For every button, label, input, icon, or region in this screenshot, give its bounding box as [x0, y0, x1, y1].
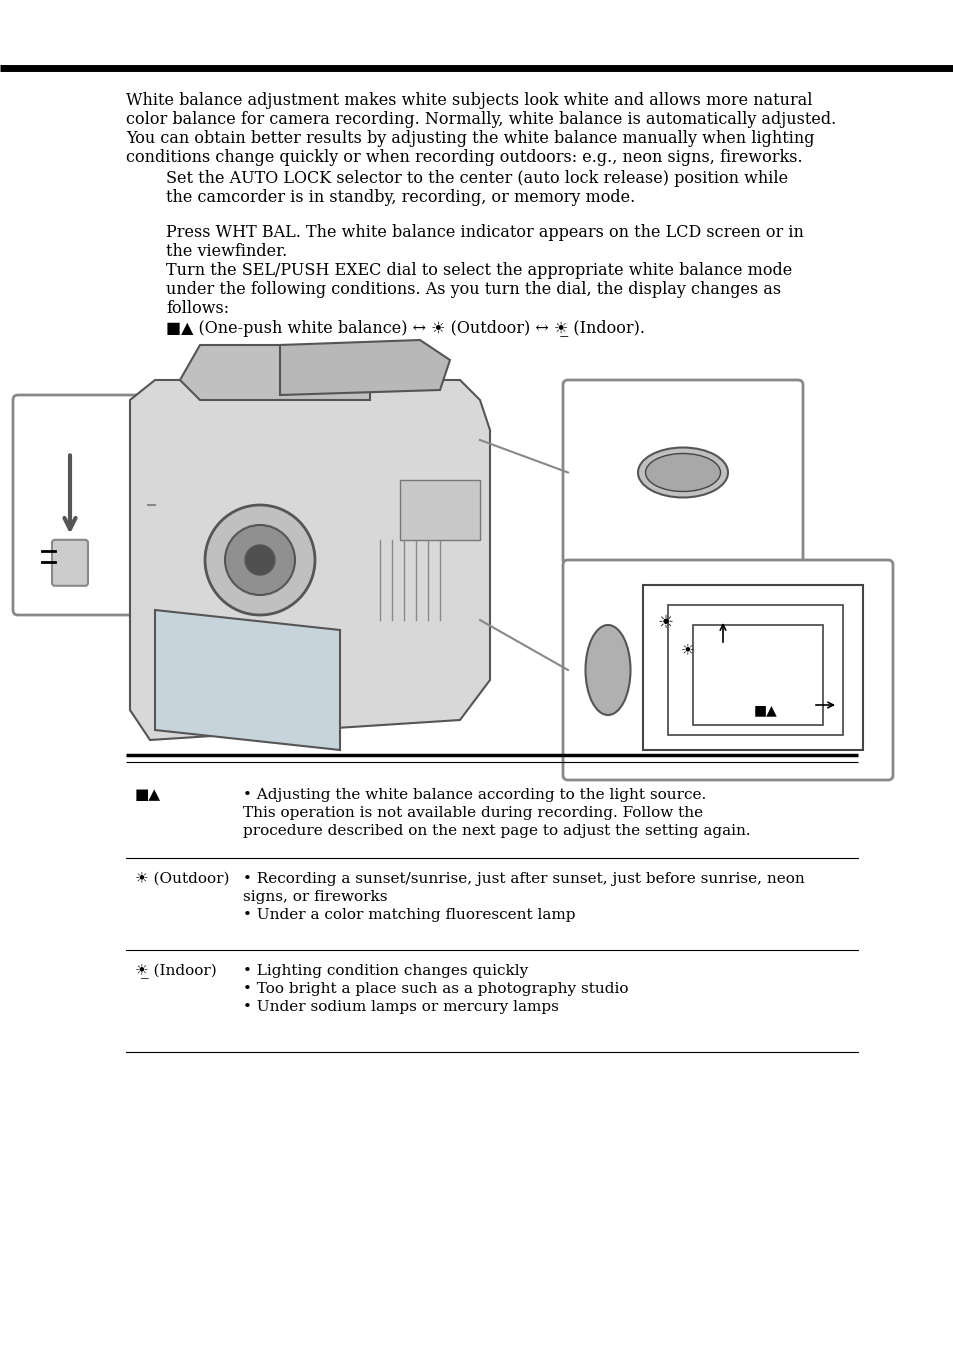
Text: conditions change quickly or when recording outdoors: e.g., neon signs, firework: conditions change quickly or when record… [126, 149, 801, 166]
Text: • Under a color matching fluorescent lamp: • Under a color matching fluorescent lam… [243, 909, 575, 922]
Polygon shape [154, 610, 339, 750]
Text: ■▲: ■▲ [753, 703, 777, 717]
FancyBboxPatch shape [52, 539, 88, 585]
Text: Set the AUTO LOCK selector to the center (auto lock release) position while: Set the AUTO LOCK selector to the center… [166, 170, 787, 187]
Text: • Too bright a place such as a photography studio: • Too bright a place such as a photograp… [243, 982, 628, 996]
Text: • Under sodium lamps or mercury lamps: • Under sodium lamps or mercury lamps [243, 1000, 558, 1014]
FancyBboxPatch shape [13, 395, 152, 615]
Text: ☀: ☀ [680, 642, 694, 657]
Text: ☀: ☀ [658, 614, 674, 631]
Text: the viewfinder.: the viewfinder. [166, 243, 287, 260]
Text: follows:: follows: [166, 300, 229, 316]
Bar [642, 585, 862, 750]
Text: the camcorder is in standby, recording, or memory mode.: the camcorder is in standby, recording, … [166, 189, 635, 206]
FancyBboxPatch shape [562, 380, 802, 565]
Polygon shape [130, 380, 490, 740]
Ellipse shape [645, 453, 720, 492]
FancyBboxPatch shape [562, 560, 892, 780]
Bar [692, 625, 822, 725]
Bar [667, 604, 842, 735]
Text: • Lighting condition changes quickly: • Lighting condition changes quickly [243, 964, 528, 977]
Text: ■▲ (One-push white balance) ↔ ☀ (Outdoor) ↔ ☀̲ (Indoor).: ■▲ (One-push white balance) ↔ ☀ (Outdoor… [166, 320, 644, 337]
Circle shape [225, 525, 294, 595]
Text: This operation is not available during recording. Follow the: This operation is not available during r… [243, 806, 702, 821]
Text: White balance adjustment makes white subjects look white and allows more natural: White balance adjustment makes white sub… [126, 92, 812, 110]
Text: ■▲: ■▲ [135, 788, 161, 802]
Text: procedure described on the next page to adjust the setting again.: procedure described on the next page to … [243, 823, 750, 838]
Polygon shape [180, 345, 370, 400]
Text: under the following conditions. As you turn the dial, the display changes as: under the following conditions. As you t… [166, 281, 781, 297]
Ellipse shape [585, 625, 630, 715]
Polygon shape [280, 339, 450, 395]
Circle shape [245, 545, 274, 575]
Text: ☀ (Outdoor): ☀ (Outdoor) [135, 872, 230, 886]
Text: • Adjusting the white balance according to the light source.: • Adjusting the white balance according … [243, 788, 705, 802]
Text: signs, or fireworks: signs, or fireworks [243, 890, 387, 904]
Text: Turn the SEL/PUSH EXEC dial to select the appropriate white balance mode: Turn the SEL/PUSH EXEC dial to select th… [166, 262, 791, 279]
Text: color balance for camera recording. Normally, white balance is automatically adj: color balance for camera recording. Norm… [126, 111, 836, 128]
Circle shape [205, 506, 314, 615]
Text: ☀̲ (Indoor): ☀̲ (Indoor) [135, 964, 216, 979]
Text: Press WHT BAL. The white balance indicator appears on the LCD screen or in: Press WHT BAL. The white balance indicat… [166, 224, 803, 241]
Bar [399, 480, 479, 539]
Text: • Recording a sunset/sunrise, just after sunset, just before sunrise, neon: • Recording a sunset/sunrise, just after… [243, 872, 804, 886]
Text: You can obtain better results by adjusting the white balance manually when light: You can obtain better results by adjusti… [126, 130, 814, 147]
Ellipse shape [638, 448, 727, 498]
